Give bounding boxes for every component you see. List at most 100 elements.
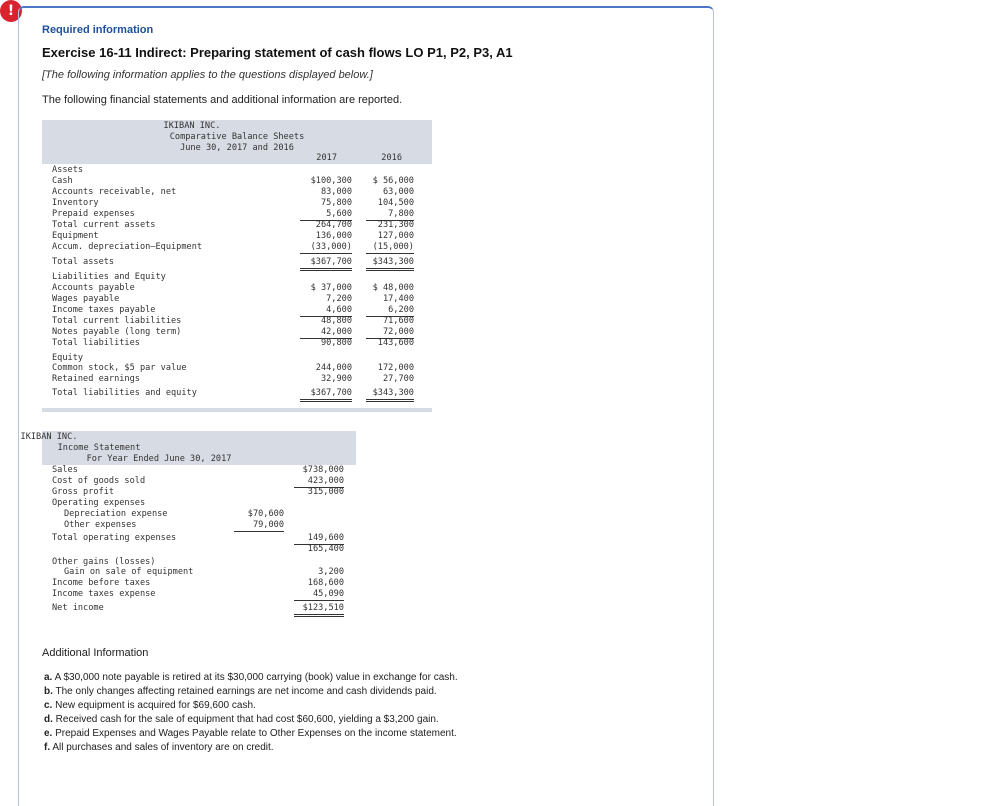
additional-information-item: f. All purchases and sales of inventory … [44, 741, 458, 755]
balance-sheet-row-label: Total assets [52, 257, 115, 267]
income-statement-outer-value: 168,600 [307, 578, 344, 588]
balance-sheet-row-label: Total current assets [52, 220, 156, 230]
balance-sheet-row-label: Accounts payable [52, 283, 135, 293]
income-statement-row-label: Income taxes expense [52, 589, 156, 599]
balance-sheet-row: Inventory 75,800 104,500 [42, 198, 432, 209]
income-statement-outer-value: 165,400 [307, 544, 344, 554]
balance-sheet-value-2016: (15,000) [366, 242, 414, 254]
balance-sheet-row: Retained earnings 32,900 27,700 [42, 374, 432, 385]
balance-sheet-value-2016: 143,600 [377, 338, 414, 348]
balance-sheet-row-label: Notes payable (long term) [52, 327, 182, 337]
income-statement-row: Income before taxes 168,600 [42, 578, 356, 589]
income-statement-period: For Year Ended June 30, 2017 [86, 454, 232, 464]
item-text: All purchases and sales of inventory are… [52, 742, 274, 753]
balance-sheet-row-label: Income taxes payable [52, 305, 156, 315]
alert-icon: ! [0, 0, 22, 22]
balance-sheet-row-label: Cash [52, 176, 73, 186]
balance-sheet-row: Equity [42, 353, 432, 364]
balance-sheet-value-2016: 27,700 [382, 374, 414, 384]
balance-sheet-row-label: Retained earnings [52, 374, 140, 384]
balance-sheet-value-2017: 136,000 [315, 231, 352, 241]
item-key: a. [44, 672, 53, 683]
balance-sheet-row: Wages payable 7,200 17,400 [42, 294, 432, 305]
additional-information-item: e. Prepaid Expenses and Wages Payable re… [44, 727, 458, 741]
balance-sheet-value-2016: $ 56,000 [372, 176, 414, 186]
balance-sheet-value-2016: $ 48,000 [372, 283, 414, 293]
balance-sheet-row: Total current assets 264,700 231,300 [42, 220, 432, 231]
balance-sheet-value-2017: 32,900 [320, 374, 352, 384]
additional-information-title: Additional Information [42, 647, 149, 659]
balance-sheet-value-2016: $343,300 [366, 257, 414, 271]
item-text: A $30,000 note payable is retired at its… [54, 672, 458, 683]
balance-sheet-value-2017: (33,000) [300, 242, 352, 254]
question-card [18, 6, 714, 806]
balance-sheet-value-2016: 6,200 [366, 305, 414, 317]
income-statement-row: Other gains (losses) [42, 557, 356, 568]
balance-sheet-row: Accounts receivable, net 83,000 63,000 [42, 187, 432, 198]
income-statement-name: Income Statement [57, 443, 141, 453]
balance-sheet-value-2017: 75,800 [320, 198, 352, 208]
balance-sheet-row: Notes payable (long term) 42,000 72,000 [42, 327, 432, 339]
income-statement-row-label: Cost of goods sold [52, 476, 146, 486]
context-note: [The following information applies to th… [42, 69, 373, 81]
balance-sheet-value-2016: 17,400 [382, 294, 414, 304]
income-statement-row-label: Net income [52, 603, 104, 613]
balance-sheet-value-2016: 231,300 [377, 220, 414, 230]
balance-sheet-period: June 30, 2017 and 2016 [180, 143, 294, 153]
additional-information-item: b. The only changes affecting retained e… [44, 685, 458, 699]
item-text: The only changes affecting retained earn… [55, 686, 437, 697]
column-header-2017: 2017 [316, 153, 337, 163]
income-statement-row-label: Gain on sale of equipment [64, 567, 194, 577]
balance-sheet-name: Comparative Balance Sheets [169, 132, 305, 142]
balance-sheet-row-label: Inventory [52, 198, 99, 208]
balance-sheet-row-label: Accum. depreciation—Equipment [52, 242, 203, 252]
additional-information-item: c. New equipment is acquired for $69,600… [44, 699, 458, 713]
income-statement-row: Other expenses 79,000 [42, 520, 356, 532]
income-statement-outer-value: 315,000 [307, 487, 344, 497]
income-statement-row: Cost of goods sold 423,000 [42, 476, 356, 488]
item-key: d. [44, 714, 53, 725]
income-statement-row: Sales $738,000 [42, 465, 356, 476]
balance-sheet-row-label: Total liabilities and equity [52, 388, 197, 398]
balance-sheet-value-2016: 127,000 [377, 231, 414, 241]
balance-sheet-row-label: Equipment [52, 231, 99, 241]
income-statement-row: 165,400 [42, 544, 356, 555]
balance-sheet-value-2017: $100,300 [310, 176, 352, 186]
income-statement-row-label: Sales [52, 465, 78, 475]
balance-sheet-value-2016: $343,300 [366, 388, 414, 402]
income-statement-row: Net income $123,510 [42, 603, 356, 617]
additional-information-item: a. A $30,000 note payable is retired at … [44, 671, 458, 685]
balance-sheet-table: IKIBAN INC. Comparative Balance Sheets J… [42, 120, 432, 412]
income-statement-row: Depreciation expense $70,600 [42, 509, 356, 520]
item-key: c. [44, 700, 53, 711]
balance-sheet-row-label: Liabilities and Equity [52, 272, 166, 282]
additional-information-list: a. A $30,000 note payable is retired at … [44, 671, 458, 755]
balance-sheet-value-2016: 71,600 [382, 316, 414, 326]
income-statement-table: IKIBAN INC. Income Statement For Year En… [21, 431, 356, 621]
additional-information-item: d. Received cash for the sale of equipme… [44, 713, 458, 727]
income-statement-outer-value: $738,000 [302, 465, 344, 475]
item-key: f. [44, 742, 51, 753]
column-header-2016: 2016 [381, 153, 402, 163]
balance-sheet-row-label: Prepaid expenses [52, 209, 135, 219]
income-statement-row-label: Gross profit [52, 487, 115, 497]
income-statement-row: Gross profit 315,000 [42, 487, 356, 498]
balance-sheet-value-2017: $367,700 [300, 257, 352, 271]
income-statement-outer-value: 423,000 [294, 476, 344, 488]
balance-sheet-value-2017: 4,600 [300, 305, 352, 317]
balance-sheet-value-2016: 172,000 [377, 363, 414, 373]
income-statement-row-label: Depreciation expense [64, 509, 168, 519]
balance-sheet-row: Cash $100,300 $ 56,000 [42, 176, 432, 187]
income-statement-row: Total operating expenses 149,600 [42, 533, 356, 545]
balance-sheet-row: Total current liabilities 48,800 71,600 [42, 316, 432, 327]
balance-sheet-value-2016: 104,500 [377, 198, 414, 208]
income-statement-row-label: Other expenses [64, 520, 137, 530]
balance-sheet-value-2016: 7,800 [366, 209, 414, 221]
balance-sheet-value-2017: 42,000 [300, 327, 352, 339]
balance-sheet-value-2017: 244,000 [315, 363, 352, 373]
balance-sheet-value-2017: $367,700 [300, 388, 352, 402]
item-text: New equipment is acquired for $69,600 ca… [55, 700, 256, 711]
balance-sheet-value-2016: 63,000 [382, 187, 414, 197]
income-statement-inner-value: $70,600 [247, 509, 284, 519]
balance-sheet-row-label: Assets [52, 165, 84, 175]
